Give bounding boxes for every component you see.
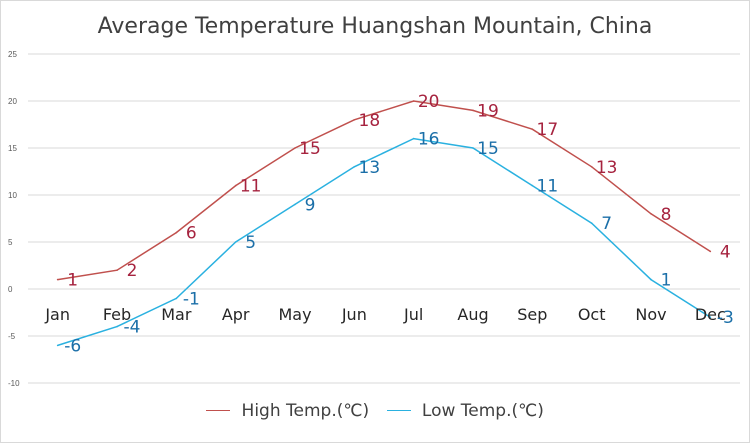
data-label: 19 [477,101,499,121]
series-line-high [57,100,711,281]
data-label: 13 [359,158,381,178]
y-tick-label: 20 [8,97,17,106]
data-label: 15 [299,139,321,159]
data-point [353,119,356,121]
data-point [234,241,237,243]
data-label: 11 [240,177,262,197]
data-label: 13 [596,158,618,178]
data-point [353,166,356,168]
chart-legend: High Temp.(℃) Low Temp.(℃) [0,401,750,421]
data-point [472,109,474,112]
data-label: -1 [183,289,200,309]
data-point [116,269,118,272]
series-line-low [57,137,711,347]
y-tick-label: 5 [8,238,13,247]
data-point [116,325,118,328]
data-label: 1 [67,271,78,291]
data-point [590,166,593,168]
x-tick-label: Nov [635,305,666,324]
y-tick-label: 10 [8,191,17,200]
x-tick-label: Oct [578,305,606,324]
data-label: 11 [537,177,559,197]
data-label: 5 [245,233,256,253]
data-label: 17 [537,120,559,140]
legend-line-high [206,409,231,411]
x-tick-label: Sep [517,305,547,324]
data-label: 18 [359,111,381,131]
data-point [294,147,296,149]
data-label: 7 [601,214,612,234]
data-label: 15 [477,139,499,159]
legend-label-low: Low Temp.(℃) [421,401,544,421]
legend-item-low: Low Temp.(℃) [386,401,544,421]
data-label: -4 [124,318,141,338]
data-label: 6 [186,224,197,244]
legend-item-high: High Temp.(℃) [206,401,369,421]
data-label: 9 [305,195,316,215]
data-label: 4 [720,242,731,262]
x-tick-label: Jul [403,305,423,324]
data-point [412,100,415,102]
data-label: -6 [64,336,81,356]
y-tick-label: -10 [8,379,20,388]
x-tick-label: Dec [695,305,726,324]
data-point [531,184,534,187]
y-tick-label: 0 [8,285,13,294]
data-point [56,278,59,281]
y-tick-label: 15 [8,144,17,153]
data-point [472,147,474,149]
x-tick-label: Aug [457,305,488,324]
data-point [650,278,652,281]
data-point [531,128,534,130]
data-point [175,297,178,300]
x-tick-label: Jan [44,305,70,324]
data-point [709,316,712,319]
chart-title: Average Temperature Huangshan Mountain, … [97,14,653,39]
data-label: -3 [717,308,734,328]
data-label: 20 [418,92,440,112]
x-tick-label: Mar [161,305,192,324]
data-label: 16 [418,130,440,150]
x-tick-label: Jun [341,305,367,324]
legend-line-low [386,409,411,411]
y-tick-label: 25 [8,50,17,59]
x-tick-label: Feb [103,305,131,324]
data-point [294,203,296,206]
x-tick-label: May [278,305,311,324]
data-point [412,137,415,140]
data-point [56,344,59,347]
data-label: 2 [127,261,138,281]
data-label: 1 [661,271,672,291]
data-point [234,184,237,187]
data-point [590,222,593,224]
y-tick-label: -5 [8,332,16,341]
x-tick-label: Apr [222,305,250,324]
data-label: 8 [661,205,672,225]
data-point [709,250,712,253]
legend-label-high: High Temp.(℃) [241,401,370,421]
data-point [650,213,652,215]
data-point [175,231,178,234]
